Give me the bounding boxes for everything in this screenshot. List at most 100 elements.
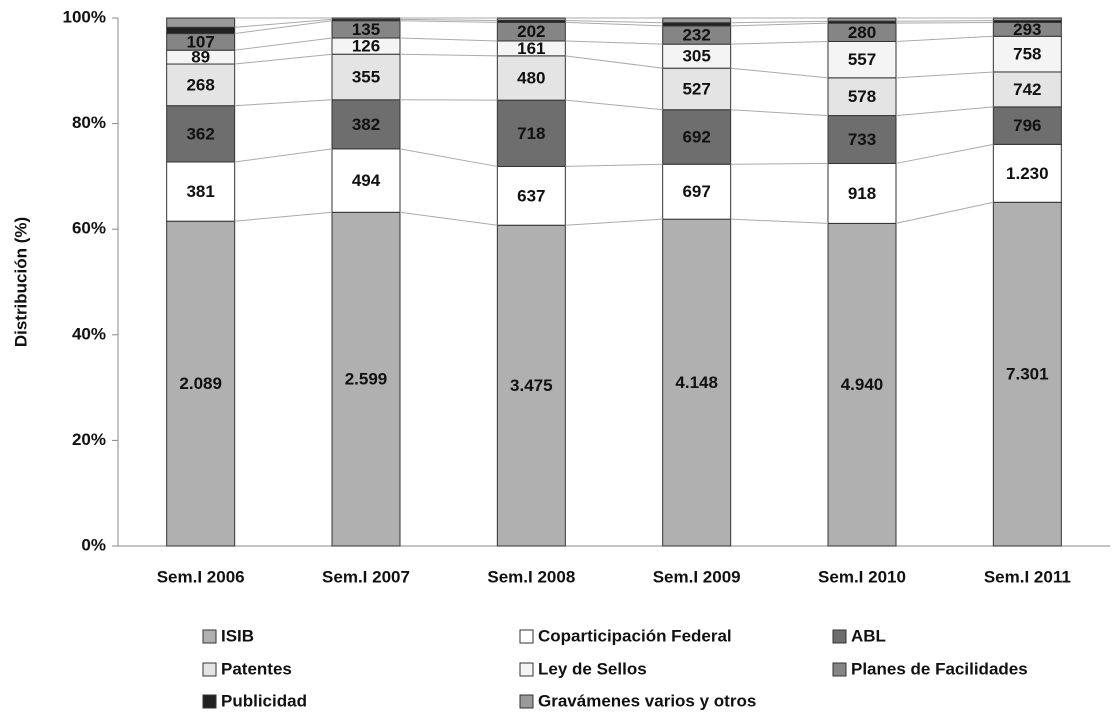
legend-label: Gravámenes varios y otros — [538, 691, 756, 710]
bar-segment — [827, 162, 897, 224]
bar-segment — [166, 220, 236, 547]
bar-segment — [662, 17, 732, 24]
legend-label: ISIB — [221, 626, 254, 645]
x-tick-label: Sem.I 2009 — [653, 567, 741, 586]
legend-label: Ley de Sellos — [538, 659, 647, 678]
series-connector — [895, 106, 994, 117]
bar-segment — [331, 53, 401, 101]
series-connector — [399, 37, 498, 42]
series-connector — [565, 99, 663, 111]
data-label: 918 — [848, 184, 876, 203]
series-connector — [399, 148, 498, 167]
bar-segment — [496, 17, 566, 21]
bar-segment — [166, 26, 236, 35]
series-connector — [234, 99, 333, 107]
bar-segment — [992, 106, 1062, 145]
data-label: 355 — [352, 67, 380, 86]
legend-swatch — [202, 694, 217, 709]
legend-swatch — [832, 629, 847, 644]
data-label: 733 — [848, 130, 876, 149]
series-connector — [234, 53, 333, 65]
series-connector — [565, 218, 663, 226]
x-tick-label: Sem.I 2008 — [487, 567, 575, 586]
data-label: 697 — [682, 182, 710, 201]
data-label: 305 — [682, 47, 710, 66]
bar-segment — [992, 201, 1062, 547]
series-connector — [895, 201, 994, 224]
bar-segment — [992, 143, 1062, 203]
series-connector — [895, 35, 994, 42]
x-tick-label: Sem.I 2010 — [818, 567, 906, 586]
bar-segment — [496, 224, 566, 547]
series-connector — [234, 18, 333, 28]
series-connector — [565, 163, 663, 167]
series-connector — [234, 148, 333, 163]
y-tick-label: 80% — [72, 113, 106, 132]
data-label: 557 — [848, 50, 876, 69]
data-label: 161 — [517, 39, 545, 58]
y-tick-label: 60% — [72, 219, 106, 238]
bar-segment — [496, 165, 566, 226]
data-label: 268 — [186, 75, 214, 94]
data-label: 3.475 — [510, 376, 553, 395]
series-connector — [730, 218, 829, 224]
x-tick-label: Sem.I 2011 — [984, 567, 1071, 586]
legend-label: Patentes — [221, 659, 292, 678]
y-axis-label: Distribución (%) — [11, 217, 30, 347]
bar-segment — [827, 40, 897, 79]
data-label: 718 — [517, 124, 545, 143]
data-label: 4.148 — [675, 373, 718, 392]
legend-label: Coparticipación Federal — [538, 626, 732, 645]
series-connector — [730, 67, 829, 79]
data-label: 527 — [682, 79, 710, 98]
series-connector — [565, 19, 663, 24]
data-label: 293 — [1013, 20, 1041, 39]
bar-segment — [662, 218, 732, 547]
data-label: 280 — [848, 23, 876, 42]
data-label: 758 — [1013, 45, 1041, 64]
bar-segment — [166, 105, 236, 163]
data-label: 7.301 — [1006, 365, 1049, 384]
y-tick-label: 40% — [72, 324, 106, 343]
y-tick-label: 0% — [81, 535, 106, 554]
series-connector — [399, 211, 498, 226]
legend-swatch — [519, 662, 534, 677]
bar-segment — [331, 211, 401, 547]
data-label: 796 — [1013, 116, 1041, 135]
legend-swatch — [519, 629, 534, 644]
bar-segment — [827, 115, 897, 164]
series-connector — [895, 21, 994, 24]
data-label: 382 — [352, 115, 380, 134]
data-label: 89 — [191, 48, 210, 67]
legend-swatch — [202, 662, 217, 677]
series-connector — [399, 20, 498, 23]
bar-segment — [662, 43, 732, 69]
data-label: 4.940 — [841, 375, 884, 394]
legend-label: Publicidad — [221, 691, 307, 710]
series-connector — [234, 20, 333, 35]
legend-label: ABL — [851, 626, 886, 645]
bar-segment — [166, 161, 236, 222]
series-connector — [730, 162, 829, 165]
data-label: 126 — [352, 37, 380, 56]
series-connector — [730, 109, 829, 117]
series-connector — [234, 211, 333, 222]
y-tick-label: 20% — [72, 430, 106, 449]
data-label: 2.089 — [179, 374, 222, 393]
bar-segment — [992, 35, 1062, 73]
legend-swatch — [832, 662, 847, 677]
series-connector — [565, 40, 663, 45]
bar-segment — [827, 17, 897, 22]
series-connector — [234, 37, 333, 51]
bar-segment — [662, 67, 732, 111]
data-label: 362 — [186, 124, 214, 143]
bar-segment — [496, 99, 566, 167]
series-connector — [565, 21, 663, 27]
data-label: 202 — [517, 22, 545, 41]
data-label: 637 — [517, 186, 545, 205]
bar-segment — [662, 163, 732, 220]
bar-segment — [331, 148, 401, 213]
legend-swatch — [202, 629, 217, 644]
data-label: 692 — [682, 127, 710, 146]
